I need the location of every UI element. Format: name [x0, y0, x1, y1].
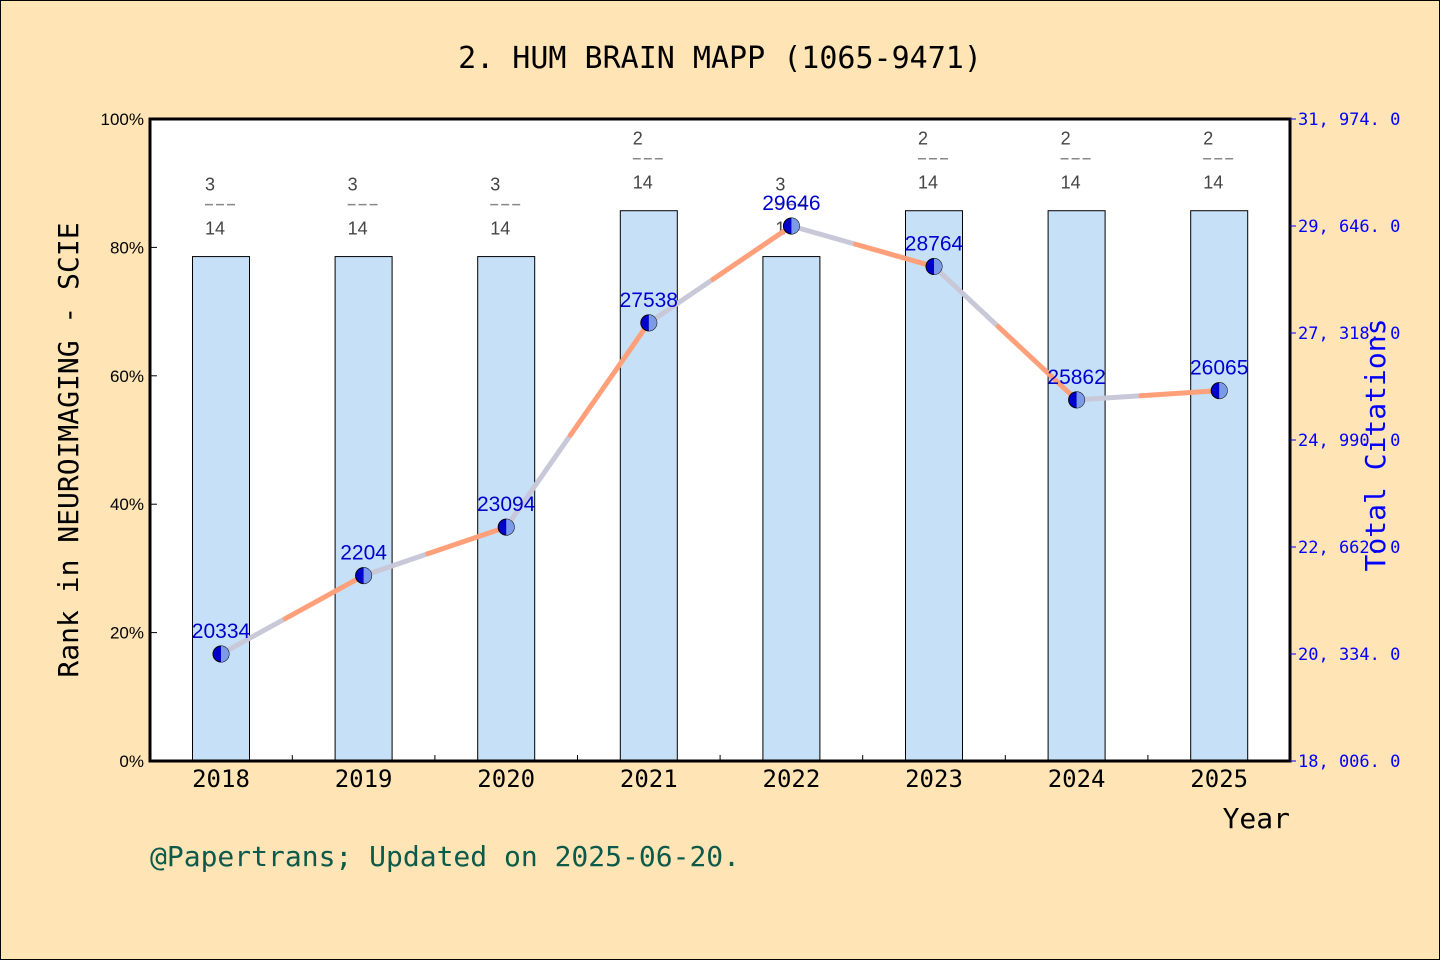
citation-value-label: 25862 — [1047, 366, 1105, 389]
x-axis-label: Year — [1223, 802, 1290, 835]
rank-numerator: 3 — [205, 175, 215, 195]
right-y-tick-label: 27, 318. 0 — [1298, 324, 1400, 344]
line-segment — [1138, 388, 1222, 399]
rank-numerator: 3 — [348, 175, 358, 195]
line-segment — [788, 223, 859, 247]
rank-numerator: 3 — [775, 175, 785, 195]
citation-value-label: 20334 — [192, 620, 251, 643]
footer-credit: @Papertrans; Updated on 2025-06-20. — [150, 840, 740, 873]
line-segment — [361, 551, 431, 579]
marker-highlight — [1219, 382, 1228, 399]
rank-denominator: 14 — [1061, 173, 1081, 193]
marker-highlight — [791, 218, 800, 234]
rank-numerator: 2 — [1203, 129, 1213, 149]
line-segment — [931, 264, 1001, 330]
right-y-axis-label: Total Citations — [1359, 319, 1392, 572]
rank-denominator: 14 — [918, 173, 938, 193]
plot-area — [150, 119, 1290, 761]
rank-bar-2018 — [192, 256, 250, 762]
rank-denominator: 14 — [490, 219, 510, 239]
x-axis: 2018 2019 2020 2021 2022 2023 2024 2025 — [192, 755, 1248, 793]
marker-highlight — [221, 646, 229, 662]
x-tick-label-2019: 2019 — [335, 765, 393, 793]
right-y-axis: 18, 006. 0 20, 334. 0 22, 662. 0 24, 990. 0… — [1290, 110, 1400, 772]
y-tick-label: 0% — [119, 752, 144, 771]
y-tick-label: 40% — [110, 495, 144, 514]
rank-bar-2025 — [1190, 210, 1249, 762]
y-tick-label: 20% — [110, 624, 144, 643]
line-segment — [218, 616, 288, 657]
line-segment — [503, 432, 573, 530]
marker-highlight — [934, 258, 942, 275]
marker-highlight — [1076, 391, 1085, 408]
marker-highlight — [363, 567, 372, 584]
y-tick-label: 80% — [110, 238, 144, 257]
rank-numerator: 2 — [918, 129, 928, 149]
rank-numerator: 2 — [1061, 129, 1071, 149]
y-tick-label: 100% — [101, 110, 144, 129]
rank-bar-2021 — [619, 210, 678, 762]
rank-bar-2022 — [762, 256, 821, 762]
rank-denominator: 14 — [1203, 173, 1223, 193]
left-y-axis: 0% 20% 40% 60% 80% 100% — [101, 110, 157, 771]
right-y-tick-label: 20, 334. 0 — [1298, 645, 1400, 665]
x-tick-label-2022: 2022 — [763, 765, 821, 793]
line-segment — [282, 573, 367, 622]
line-segment — [567, 320, 652, 438]
line-segment — [710, 223, 794, 282]
rank-numerator: 2 — [633, 129, 643, 149]
y-tick-label: 60% — [110, 367, 144, 386]
citation-value-label: 2204 — [340, 542, 387, 565]
right-y-tick-label: 29, 646. 0 — [1298, 217, 1400, 237]
citation-value-label: 23094 — [477, 493, 536, 516]
rank-bar-2023 — [905, 210, 963, 762]
right-y-tick-label: 18, 006. 0 — [1298, 752, 1400, 772]
x-tick-label-2024: 2024 — [1048, 765, 1106, 793]
left-y-axis-label: Rank in NEUROIMAGING - SCIE — [52, 222, 85, 677]
x-tick-label-2020: 2020 — [477, 765, 535, 793]
citation-value-label: 27538 — [620, 289, 678, 312]
rank-bar-2024 — [1047, 210, 1106, 762]
right-y-tick-label: 24, 990. 0 — [1298, 431, 1400, 451]
line-segment — [853, 241, 937, 270]
line-segment — [425, 524, 509, 557]
marker-highlight — [506, 519, 515, 536]
rank-denominator: 14 — [205, 219, 225, 239]
chart-title: 2. HUM BRAIN MAPP (1065-9471) — [458, 41, 982, 76]
citation-value-label: 26065 — [1190, 357, 1248, 380]
rank-numerator: 3 — [490, 175, 500, 195]
citation-line-series: 20334 2204 23094 27538 29646 28764 25862 26065 — [192, 192, 1248, 663]
rank-denominator: 14 — [348, 219, 368, 239]
marker-highlight — [648, 314, 657, 331]
x-tick-label-2021: 2021 — [620, 765, 678, 793]
line-segment — [995, 324, 1080, 403]
x-tick-label-2023: 2023 — [905, 765, 963, 793]
rank-bar-2020 — [477, 256, 536, 762]
x-tick-label-2018: 2018 — [192, 765, 250, 793]
line-segment — [646, 276, 716, 326]
rank-bar-2019 — [334, 256, 393, 762]
x-tick-label-2025: 2025 — [1190, 765, 1248, 793]
right-y-tick-label: 31, 974. 0 — [1298, 110, 1400, 130]
right-y-tick-label: 22, 662. 0 — [1298, 538, 1400, 558]
rank-denominator: 14 — [633, 173, 653, 193]
line-segment — [1074, 393, 1144, 403]
citation-value-label: 29646 — [762, 192, 820, 215]
citation-value-label: 28764 — [905, 233, 964, 256]
